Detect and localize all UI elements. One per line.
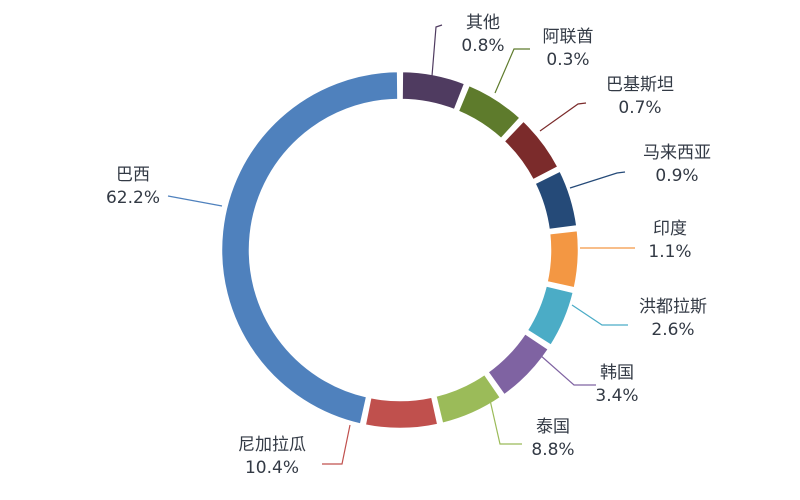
slice-name-label: 韩国	[600, 363, 634, 383]
slice-percent-label: 2.6%	[651, 320, 694, 340]
slice-name-label: 巴基斯坦	[606, 75, 674, 95]
leader-line-2	[539, 102, 587, 132]
slice-name-label: 巴西	[116, 165, 150, 185]
donut-slice-2	[501, 118, 561, 183]
donut-slice-7	[433, 372, 503, 426]
slice-name-label: 洪都拉斯	[639, 297, 707, 317]
leader-line-0	[431, 24, 443, 77]
donut-slice-8	[363, 395, 440, 431]
slice-percent-label: 0.7%	[618, 98, 661, 118]
slice-percent-label: 0.9%	[655, 166, 698, 186]
leader-line-8	[322, 424, 351, 465]
donut-slice-6	[485, 331, 551, 398]
donut-slice-0	[400, 69, 467, 112]
donut-slice-3	[532, 168, 579, 232]
slice-name-label: 马来西亚	[643, 143, 711, 163]
leader-line-1	[494, 48, 530, 94]
slice-name-label: 其他	[466, 13, 500, 33]
slice-name-label: 阿联酋	[543, 27, 594, 47]
leader-line-5	[571, 304, 628, 326]
leader-line-9	[167, 195, 223, 207]
slice-percent-label: 0.3%	[546, 50, 589, 70]
slice-percent-label: 10.4%	[245, 458, 299, 478]
slice-percent-label: 0.8%	[461, 36, 504, 56]
donut-slice-4	[545, 228, 581, 290]
slice-name-label: 印度	[653, 219, 687, 239]
slice-name-label: 尼加拉瓜	[238, 435, 306, 455]
slice-percent-label: 62.2%	[106, 188, 160, 208]
donut-slice-1	[456, 83, 523, 141]
donut-slice-9	[219, 69, 400, 427]
slice-name-label: 泰国	[536, 417, 570, 437]
slice-percent-label: 3.4%	[595, 386, 638, 406]
slice-percent-label: 1.1%	[648, 242, 691, 262]
leader-line-3	[569, 171, 626, 189]
leader-line-6	[539, 354, 596, 386]
donut-slice-5	[524, 283, 576, 348]
slice-percent-label: 8.8%	[531, 440, 574, 460]
leader-line-7	[489, 399, 522, 445]
